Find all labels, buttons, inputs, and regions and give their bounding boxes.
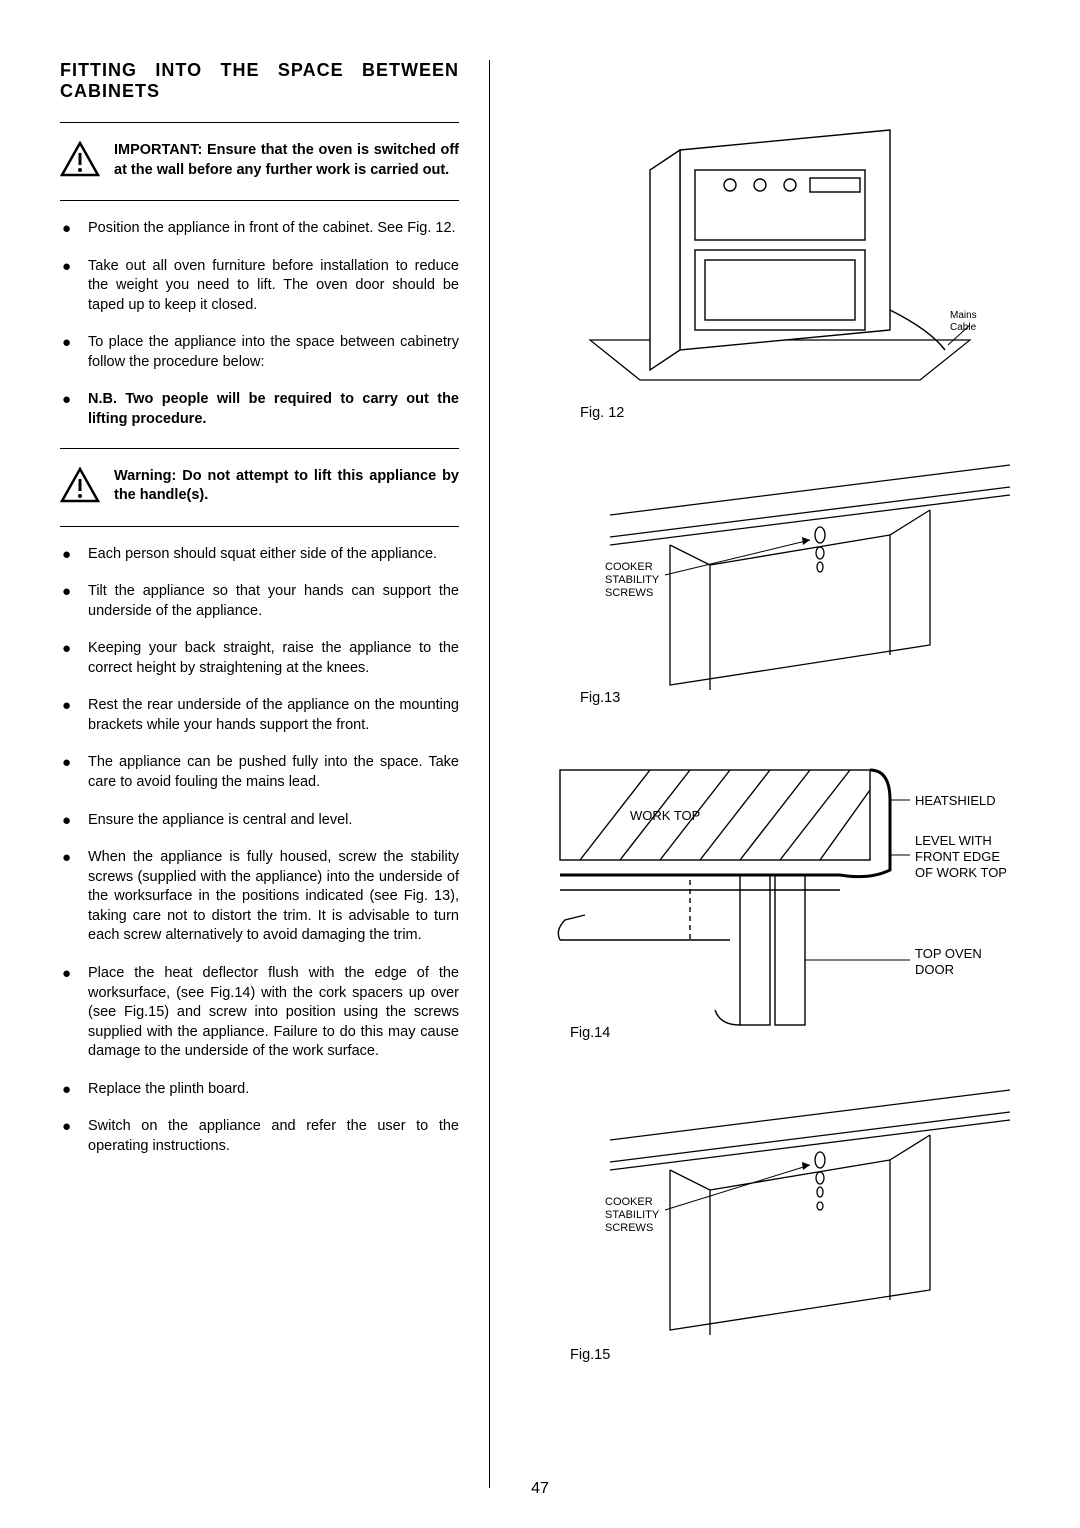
divider xyxy=(60,200,459,201)
svg-text:OF WORK TOP: OF WORK TOP xyxy=(915,865,1007,880)
important-label: IMPORTANT: xyxy=(114,142,202,158)
bullet-list-1: Position the appliance in front of the c… xyxy=(60,219,459,430)
svg-text:HEATSHIELD: HEATSHIELD xyxy=(915,793,996,808)
svg-text:TOP OVEN: TOP OVEN xyxy=(915,946,982,961)
list-item: Tilt the appliance so that your hands ca… xyxy=(60,582,459,621)
svg-text:SCREWS: SCREWS xyxy=(605,587,653,599)
list-item: The appliance can be pushed fully into t… xyxy=(60,753,459,792)
divider xyxy=(60,122,459,123)
list-item: To place the appliance into the space be… xyxy=(60,333,459,372)
svg-text:STABILITY: STABILITY xyxy=(605,574,660,586)
divider xyxy=(60,448,459,449)
svg-text:SCREWS: SCREWS xyxy=(605,1222,653,1234)
list-item: Each person should squat either side of … xyxy=(60,545,459,565)
section-title: FITTING INTO THE SPACE BETWEEN CABINETS xyxy=(60,60,459,102)
warning-label: Warning: xyxy=(114,468,176,484)
figure-14: WORK TOP HEATSHIELD LEVEL WITH FRONT EDG… xyxy=(540,740,1030,1041)
page-columns: FITTING INTO THE SPACE BETWEEN CABINETS … xyxy=(60,60,1020,1488)
warning-icon xyxy=(60,141,100,182)
bullet-list-2: Each person should squat either side of … xyxy=(60,545,459,1157)
list-item: Place the heat deflector flush with the … xyxy=(60,964,459,1062)
warning-icon xyxy=(60,467,100,508)
warning-text: Warning: Do not attempt to lift this app… xyxy=(114,467,459,508)
svg-text:STABILITY: STABILITY xyxy=(605,1209,660,1221)
warning-callout: Warning: Do not attempt to lift this app… xyxy=(60,459,459,516)
svg-text:Mains: Mains xyxy=(950,310,977,321)
page-number: 47 xyxy=(531,1480,549,1498)
svg-text:Cable: Cable xyxy=(950,322,977,333)
list-item: Take out all oven furniture before insta… xyxy=(60,257,459,316)
list-item-nb: N.B. Two people will be required to carr… xyxy=(60,390,459,429)
list-item: Rest the rear underside of the appliance… xyxy=(60,696,459,735)
fig14-worktop-label: WORK TOP xyxy=(630,808,700,823)
fig12-caption: Fig. 12 xyxy=(580,405,1010,421)
svg-text:LEVEL WITH: LEVEL WITH xyxy=(915,833,992,848)
list-item: Position the appliance in front of the c… xyxy=(60,219,459,239)
important-callout: IMPORTANT: Ensure that the oven is switc… xyxy=(60,133,459,190)
list-item: Ensure the appliance is central and leve… xyxy=(60,811,459,831)
list-item: Keeping your back straight, raise the ap… xyxy=(60,639,459,678)
left-column: FITTING INTO THE SPACE BETWEEN CABINETS … xyxy=(60,60,490,1488)
divider xyxy=(60,526,459,527)
svg-text:COOKER: COOKER xyxy=(605,1196,653,1208)
important-text: IMPORTANT: Ensure that the oven is switc… xyxy=(114,141,459,182)
figure-13: COOKER STABILITY SCREWS Fig.13 xyxy=(550,445,1020,706)
figure-15: COOKER STABILITY SCREWS Fig.15 xyxy=(550,1070,1020,1363)
list-item: Replace the plinth board. xyxy=(60,1080,459,1100)
list-item: Switch on the appliance and refer the us… xyxy=(60,1117,459,1156)
figure-12: Mains Cable Fig. 12 xyxy=(550,100,1010,421)
list-item: When the appliance is fully housed, scre… xyxy=(60,848,459,946)
svg-text:COOKER: COOKER xyxy=(605,561,653,573)
right-column: Mains Cable Fig. 12 xyxy=(530,60,1020,1488)
svg-text:DOOR: DOOR xyxy=(915,962,954,977)
svg-text:FRONT EDGE: FRONT EDGE xyxy=(915,849,1000,864)
